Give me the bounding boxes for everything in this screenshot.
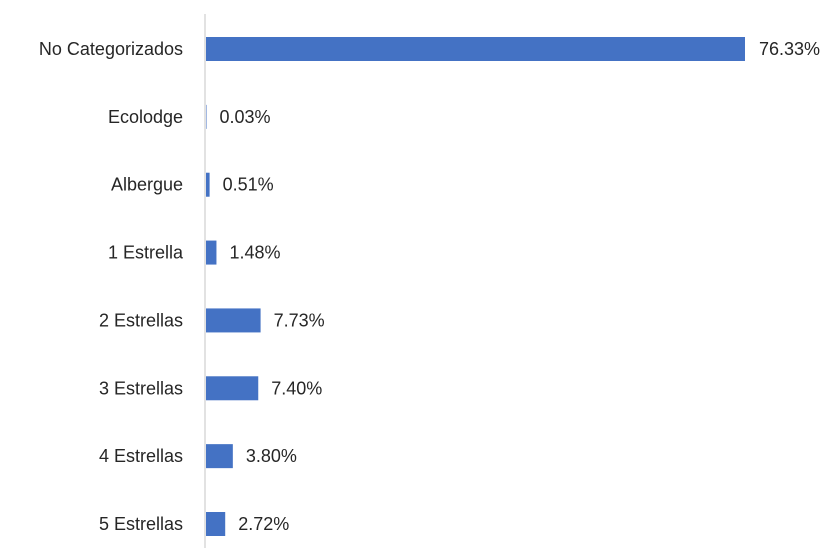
value-label-3-estrellas: 7.40% bbox=[271, 378, 322, 398]
category-label-albergue: Albergue bbox=[111, 175, 183, 195]
value-label-1-estrella: 1.48% bbox=[229, 243, 280, 263]
value-labels: 76.33% 0.03% 0.51% 1.48% 7.73% 7.40% 3.80% 2.72… bbox=[220, 39, 821, 534]
value-label-2-estrellas: 7.73% bbox=[274, 310, 325, 330]
bar-5-estrellas bbox=[206, 512, 226, 536]
category-labels: No Categorizados Ecolodge Albergue 1 Estrel… bbox=[39, 39, 184, 534]
value-label-albergue: 0.51% bbox=[223, 175, 274, 195]
category-label-1-estrella: 1 Estrella bbox=[108, 243, 184, 263]
value-label-no-categorizados: 76.33% bbox=[759, 39, 820, 59]
bars-group bbox=[206, 37, 745, 536]
value-label-ecolodge: 0.03% bbox=[220, 107, 271, 127]
bar-4-estrellas bbox=[206, 444, 233, 469]
category-label-ecolodge: Ecolodge bbox=[108, 107, 183, 127]
bar-1-estrella bbox=[206, 240, 217, 265]
category-label-4-estrellas: 4 Estrellas bbox=[99, 446, 183, 466]
category-label-3-estrellas: 3 Estrellas bbox=[99, 378, 183, 398]
bar-3-estrellas bbox=[206, 376, 259, 401]
category-label-no-categorizados: No Categorizados bbox=[39, 39, 183, 59]
bar-albergue bbox=[206, 172, 210, 197]
category-label-5-estrellas: 5 Estrellas bbox=[99, 514, 183, 534]
bar-no-categorizados bbox=[206, 37, 745, 61]
bar-ecolodge bbox=[206, 104, 207, 129]
value-label-5-estrellas: 2.72% bbox=[238, 514, 289, 534]
bar-2-estrellas bbox=[206, 308, 261, 333]
category-label-2-estrellas: 2 Estrellas bbox=[99, 310, 183, 330]
value-label-4-estrellas: 3.80% bbox=[246, 446, 297, 466]
